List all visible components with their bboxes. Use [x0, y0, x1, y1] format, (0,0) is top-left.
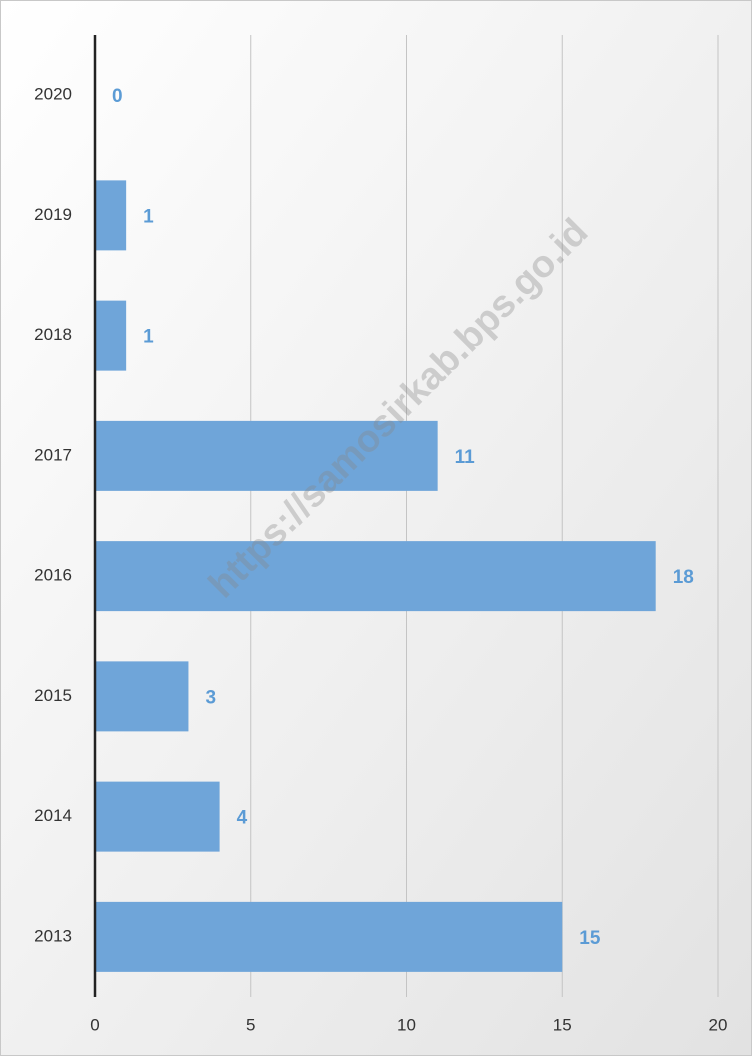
bar: [95, 300, 127, 371]
bar: [95, 541, 656, 612]
x-tick-label: 10: [397, 1015, 416, 1034]
y-tick-label: 2015: [34, 686, 72, 705]
x-tick-label: 20: [709, 1015, 728, 1034]
value-label: 1: [143, 327, 154, 348]
value-label: 0: [112, 86, 123, 107]
y-tick-label: 2017: [34, 445, 72, 464]
bar: [95, 901, 563, 972]
y-tick-label: 2020: [34, 85, 72, 104]
value-label: 11: [455, 447, 476, 468]
value-label: 15: [579, 928, 601, 949]
x-tick-label: 15: [553, 1015, 572, 1034]
x-tick-label: 5: [246, 1015, 255, 1034]
y-tick-label: 2018: [34, 325, 72, 344]
y-tick-label: 2013: [34, 926, 72, 945]
value-label: 18: [673, 567, 694, 588]
bar: [95, 420, 438, 491]
value-label: 1: [143, 206, 154, 227]
bar: [95, 781, 220, 852]
bar: [95, 180, 127, 251]
y-tick-label: 2014: [34, 806, 72, 825]
x-tick-label: 0: [90, 1015, 99, 1034]
value-label: 3: [205, 687, 216, 708]
value-label: 4: [237, 808, 248, 829]
y-tick-label: 2019: [34, 205, 72, 224]
y-tick-label: 2016: [34, 566, 72, 585]
bar: [95, 661, 189, 732]
